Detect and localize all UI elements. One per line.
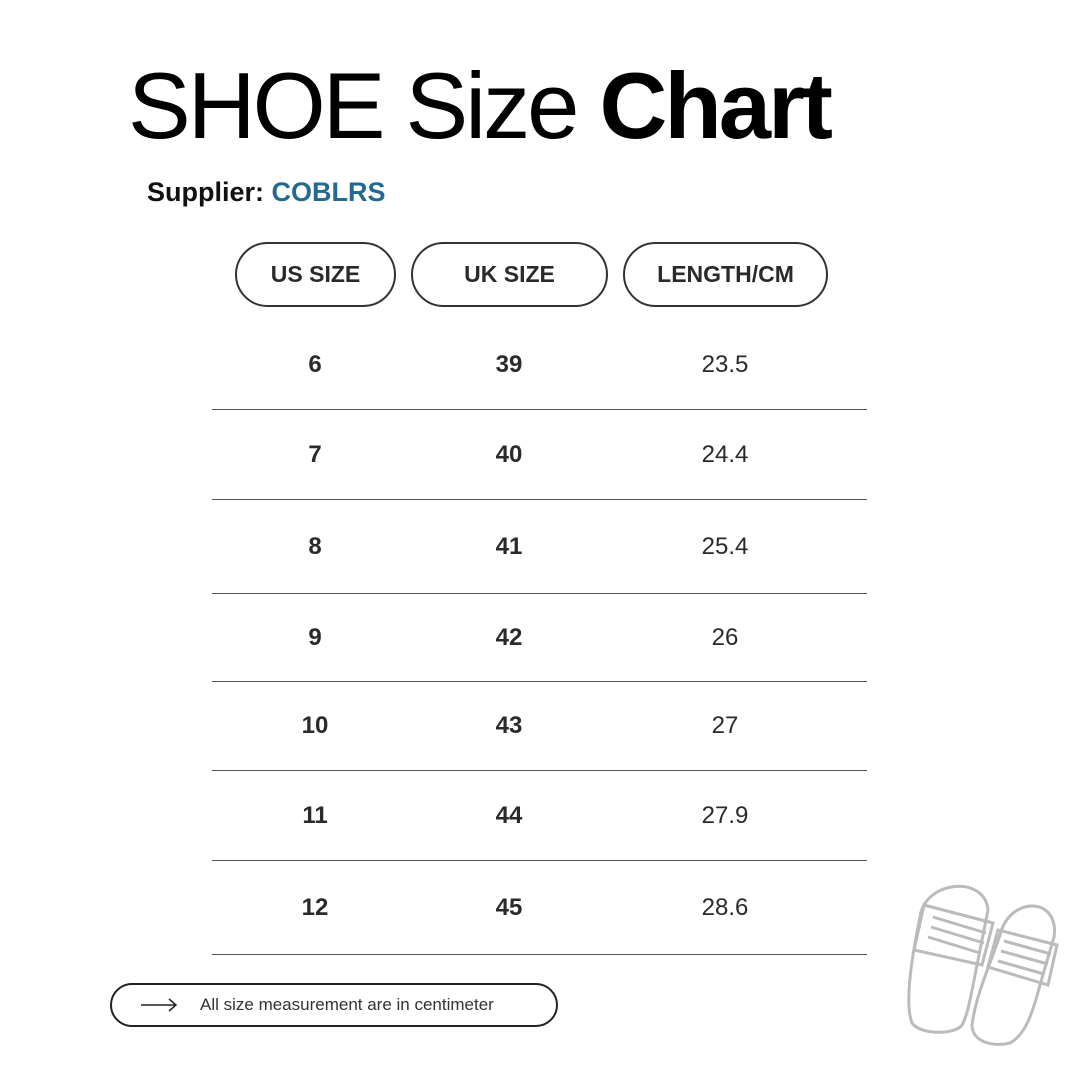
cell-us-size: 8	[308, 532, 322, 560]
measurement-note: All size measurement are in centimeter	[110, 983, 558, 1027]
table-row: 11 44 27.9	[212, 771, 867, 861]
cell-uk-size: 45	[495, 893, 523, 921]
slippers-icon	[907, 885, 1059, 1046]
cell-length-cm: 26	[711, 623, 739, 651]
arrow-right-icon	[141, 998, 178, 1012]
cell-length-cm: 23.5	[701, 350, 749, 378]
cell-length-cm: 27.9	[701, 801, 749, 829]
cell-length-cm: 28.6	[701, 893, 749, 921]
cell-uk-size: 39	[495, 350, 523, 378]
cell-uk-size: 41	[495, 532, 523, 560]
title-light: SHOE Size	[128, 53, 600, 158]
supplier-name: COBLRS	[271, 177, 386, 207]
cell-us-size: 9	[308, 623, 322, 651]
table-row: 10 43 27	[212, 682, 867, 771]
cell-us-size: 7	[308, 440, 322, 468]
cell-uk-size: 43	[495, 712, 523, 739]
title-bold: Chart	[599, 53, 833, 158]
cell-us-size: 12	[301, 893, 329, 921]
page-title: SHOE Size Chart	[128, 52, 833, 160]
cell-uk-size: 42	[495, 623, 523, 651]
supplier-label: Supplier:	[147, 177, 265, 207]
table-row: 7 40 24.4	[212, 410, 867, 500]
table-row: 12 45 28.6	[212, 861, 867, 955]
header-length: LENGTH/CM	[623, 242, 828, 307]
cell-us-size: 10	[301, 712, 329, 739]
table-row: 8 41 25.4	[212, 500, 867, 594]
cell-length-cm: 24.4	[701, 440, 749, 468]
header-uk-size: UK SIZE	[411, 242, 608, 307]
supplier-line: Supplier: COBLRS	[147, 177, 386, 208]
table-row: 9 42 26	[212, 594, 867, 682]
cell-length-cm: 27	[711, 712, 739, 739]
header-us-size: US SIZE	[235, 242, 396, 307]
cell-uk-size: 40	[495, 440, 523, 468]
cell-us-size: 6	[308, 350, 322, 378]
cell-length-cm: 25.4	[701, 532, 749, 560]
cell-uk-size: 44	[495, 801, 523, 829]
note-text: All size measurement are in centimeter	[200, 995, 494, 1014]
table-row: 6 39 23.5	[212, 320, 867, 410]
cell-us-size: 11	[302, 801, 328, 829]
